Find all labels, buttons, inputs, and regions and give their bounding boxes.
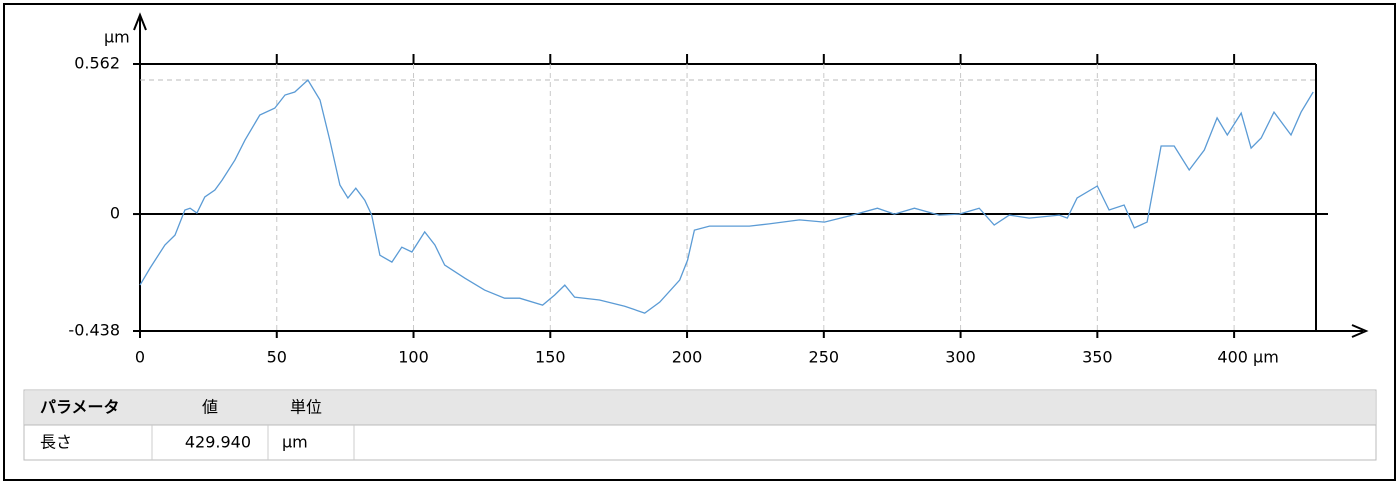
x-tick-label: 150 xyxy=(535,348,566,367)
y-tick-label: 0 xyxy=(110,204,120,223)
y-arrow xyxy=(133,12,147,31)
profile-line xyxy=(139,78,1314,314)
x-tick-label: 50 xyxy=(267,348,287,367)
x-tick-label: 350 xyxy=(1082,348,1113,367)
x-tick-label: 300 xyxy=(945,348,976,367)
x-tick-label: 200 xyxy=(672,348,703,367)
x-tick-label: 400 µm xyxy=(1217,348,1278,367)
y-tick-label: -0.438 xyxy=(68,321,120,340)
x-tick-label: 100 xyxy=(398,348,429,367)
table-cell: µm xyxy=(282,433,308,452)
table-header-cell: 値 xyxy=(202,398,218,417)
table-header-cell: パラメータ xyxy=(40,398,120,417)
table-cell: 429.940 xyxy=(185,433,251,452)
frame xyxy=(3,3,1396,481)
x-tick-label: 250 xyxy=(809,348,840,367)
table-cell: 長さ xyxy=(40,433,72,452)
y-tick-label: 0.562 xyxy=(74,54,120,73)
y-unit: µm xyxy=(104,28,130,47)
table-header xyxy=(25,391,1375,425)
x-tick-label: 0 xyxy=(135,348,145,367)
table-header-cell: 単位 xyxy=(290,398,322,417)
x-arrow xyxy=(1351,324,1369,338)
